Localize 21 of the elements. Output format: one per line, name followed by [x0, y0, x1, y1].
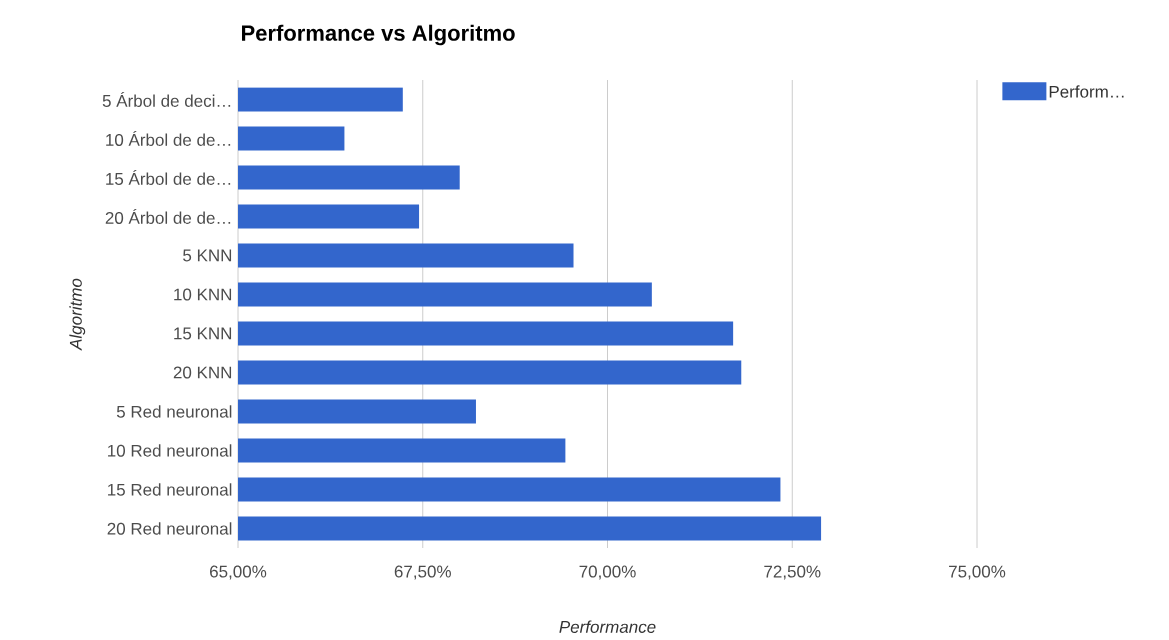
x-tick-label: 75,00% — [949, 565, 1006, 580]
x-tick-label: 67,50% — [394, 565, 451, 580]
y-tick-label: 15 KNN — [174, 327, 232, 340]
y-tick-label: 10 KNN — [174, 288, 232, 301]
y-tick-label: 10 Red neuronal — [108, 444, 232, 457]
y-axis-title: Algoritmo — [69, 278, 86, 351]
y-tick-label: 5 KNN — [183, 249, 232, 262]
chart-title: Performance vs Algoritmo — [242, 24, 515, 46]
y-tick-label: 5 Red neuronal — [116, 405, 232, 418]
y-tick-label: 20 Árbol de de… — [105, 209, 231, 224]
x-tick-label: 70,00% — [579, 565, 636, 580]
x-tick-label: 72,50% — [764, 565, 821, 580]
y-tick-label: 15 Red neuronal — [108, 483, 232, 496]
y-tick-label: 20 KNN — [173, 366, 232, 379]
legend-label: Perform… — [1049, 85, 1124, 98]
y-tick-label: 15 Árbol de de… — [106, 170, 231, 185]
y-tick-label: 10 Árbol de de… — [106, 131, 231, 146]
y-tick-label: 20 Red neuronal — [107, 522, 232, 535]
x-axis-title: Performance — [559, 620, 656, 633]
y-tick-label: 5 Árbol de deci… — [102, 92, 231, 107]
x-tick-label: 65,00% — [210, 565, 267, 580]
